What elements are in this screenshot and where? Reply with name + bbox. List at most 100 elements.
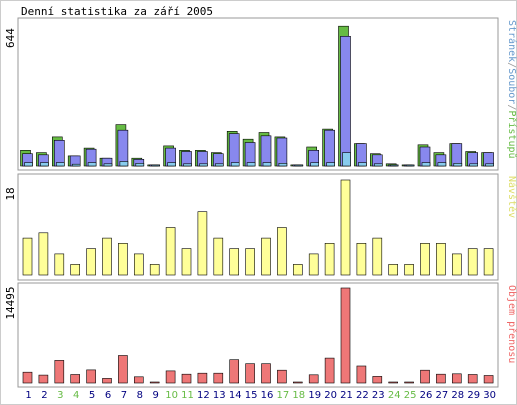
series-side-label: Návštěv: [506, 176, 517, 218]
bar-traffic-day-2: [38, 374, 49, 384]
bar-traffic-day-29: [467, 374, 478, 384]
series-side-label: Stránek/Soubor/Přístupů: [506, 20, 517, 159]
side-label-part: /: [506, 62, 517, 68]
bar-visits-day-2: [38, 232, 49, 276]
day-label-2: 2: [41, 390, 47, 401]
bar-visits-day-12: [197, 211, 208, 276]
day-label-30: 30: [483, 390, 496, 401]
bar-visits-day-1: [22, 237, 33, 276]
bar-traffic-day-15: [245, 363, 255, 384]
bar-visits-day-19: [308, 253, 319, 276]
bar-strnek-day-27: [437, 162, 447, 167]
bar-soubor-day-7: [117, 129, 129, 167]
day-label-17: 17: [277, 390, 290, 401]
day-label-4: 4: [73, 390, 79, 401]
day-label-8: 8: [137, 390, 143, 401]
bar-strnek-day-28: [453, 163, 463, 167]
bar-strnek-day-6: [103, 163, 113, 167]
day-label-3: 3: [57, 390, 63, 401]
day-label-23: 23: [372, 390, 385, 401]
bar-strnek-day-23: [373, 163, 383, 167]
side-label-part: Soubor: [506, 68, 517, 104]
bar-traffic-day-25: [404, 381, 414, 384]
bar-soubor-day-3: [53, 140, 65, 167]
bar-strnek-day-10: [167, 162, 176, 167]
side-label-part: Návštěv: [506, 176, 517, 218]
bar-visits-day-3: [54, 253, 65, 276]
bar-traffic-day-12: [197, 372, 208, 384]
day-label-25: 25: [404, 390, 417, 401]
day-label-6: 6: [105, 390, 111, 401]
bar-strnek-day-3: [55, 162, 65, 167]
bar-visits-day-13: [213, 237, 224, 276]
bar-traffic-day-28: [451, 373, 462, 384]
bar-strnek-day-29: [469, 163, 479, 167]
bar-traffic-day-9: [149, 381, 160, 384]
bar-strnek-day-14: [230, 162, 240, 167]
panel-frame: [17, 173, 499, 281]
bar-traffic-day-10: [165, 370, 176, 384]
bar-soubor-day-28: [451, 143, 463, 167]
day-label-7: 7: [121, 390, 127, 401]
bar-soubor-day-17: [276, 137, 288, 167]
bar-traffic-day-1: [22, 371, 33, 384]
day-label-21: 21: [340, 390, 353, 401]
day-label-22: 22: [356, 390, 369, 401]
day-label-29: 29: [467, 390, 480, 401]
bar-traffic-day-3: [54, 360, 65, 384]
bar-visits-day-26: [420, 243, 430, 276]
bar-traffic-day-5: [86, 369, 96, 384]
bar-traffic-day-17: [277, 369, 287, 384]
series-side-label: Objem přenosu: [506, 285, 517, 363]
bar-strnek-day-9: [151, 164, 160, 167]
bar-visits-day-7: [118, 243, 128, 276]
day-label-16: 16: [261, 390, 274, 401]
side-label-part: Objem přenosu: [506, 285, 517, 363]
bar-traffic-day-11: [181, 373, 192, 384]
bar-strnek-day-25: [405, 164, 415, 167]
day-label-5: 5: [89, 390, 95, 401]
bar-strnek-day-11: [183, 163, 192, 167]
day-label-12: 12: [197, 390, 210, 401]
day-label-24: 24: [388, 390, 401, 401]
bar-soubor-day-14: [228, 133, 240, 167]
bar-traffic-day-24: [388, 381, 399, 384]
day-label-14: 14: [229, 390, 242, 401]
bar-traffic-day-21: [340, 287, 351, 384]
bar-strnek-day-13: [215, 163, 224, 167]
bar-visits-day-15: [245, 248, 255, 276]
panel-frame: [17, 282, 499, 388]
bar-soubor-day-21: [340, 35, 351, 167]
bar-visits-day-20: [324, 243, 335, 276]
bar-traffic-day-30: [483, 375, 494, 384]
bar-strnek-day-12: [199, 163, 208, 167]
bar-strnek-day-26: [421, 162, 431, 167]
bar-visits-day-9: [149, 264, 160, 276]
bar-visits-day-8: [134, 253, 144, 276]
bar-strnek-day-30: [485, 163, 494, 167]
bar-visits-day-27: [436, 243, 446, 276]
bar-traffic-day-18: [292, 381, 303, 384]
y-max-label: 644: [4, 28, 17, 48]
y-max-label: 14495: [4, 286, 17, 319]
bar-strnek-day-19: [310, 162, 320, 167]
bar-strnek-day-20: [326, 162, 335, 167]
y-max-label: 18: [4, 187, 17, 200]
bar-strnek-day-4: [71, 163, 81, 167]
panel-traffic: 14495 Objem přenosu: [4, 282, 517, 388]
chart-title: Denní statistika za září 2005: [21, 5, 213, 18]
bars: [20, 25, 494, 167]
bar-strnek-day-24: [389, 164, 399, 167]
bar-visits-day-22: [356, 243, 367, 276]
bars: [22, 287, 494, 384]
bar-strnek-day-1: [24, 162, 33, 167]
bar-visits-day-17: [277, 227, 287, 276]
day-label-26: 26: [420, 390, 433, 401]
bar-traffic-day-13: [213, 372, 224, 384]
bar-traffic-day-16: [261, 363, 271, 384]
bar-visits-day-10: [165, 227, 176, 276]
bar-traffic-day-22: [356, 365, 367, 384]
day-label-19: 19: [308, 390, 321, 401]
bar-traffic-day-6: [102, 378, 112, 384]
